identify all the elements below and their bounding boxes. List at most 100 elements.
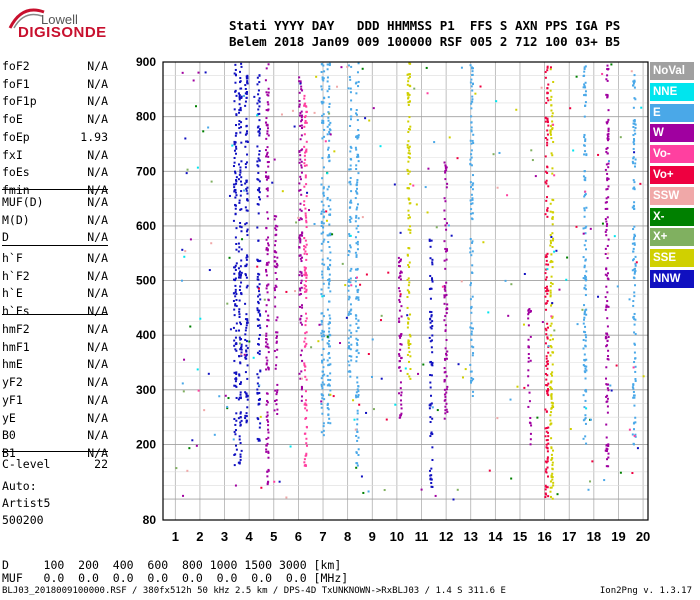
echo-point bbox=[300, 370, 303, 373]
echo-trace bbox=[354, 62, 360, 467]
echo-point bbox=[445, 307, 448, 310]
legend-item-e: E bbox=[650, 103, 694, 122]
noise-point bbox=[285, 290, 288, 293]
echo-point bbox=[357, 134, 360, 137]
echo-point bbox=[529, 416, 532, 419]
echo-point bbox=[303, 369, 306, 372]
echo-point bbox=[327, 111, 330, 114]
echo-point bbox=[354, 251, 357, 254]
echo-point bbox=[607, 355, 610, 358]
echo-point bbox=[258, 132, 261, 135]
echo-point bbox=[239, 171, 242, 174]
echo-point bbox=[546, 133, 549, 136]
echo-point bbox=[547, 263, 550, 266]
echo-point bbox=[632, 247, 635, 250]
x-tick-label: 15 bbox=[513, 529, 527, 544]
echo-point bbox=[323, 128, 326, 131]
echo-point bbox=[329, 199, 332, 202]
echo-point bbox=[329, 290, 332, 293]
noise-point bbox=[572, 149, 575, 152]
echo-point bbox=[583, 207, 586, 210]
echo-point bbox=[275, 356, 278, 359]
echo-point bbox=[245, 117, 248, 120]
echo-point bbox=[274, 234, 277, 237]
echo-point bbox=[406, 353, 409, 356]
noise-point bbox=[558, 288, 561, 291]
echo-point bbox=[408, 149, 411, 152]
echo-point bbox=[583, 406, 586, 409]
echo-point bbox=[444, 395, 447, 398]
param-value: N/A bbox=[87, 339, 108, 354]
echo-point bbox=[245, 421, 248, 424]
echo-point bbox=[445, 258, 448, 261]
echo-point bbox=[471, 379, 474, 382]
echo-point bbox=[239, 397, 242, 400]
echo-point bbox=[527, 324, 530, 327]
x-tick-label: 9 bbox=[369, 529, 376, 544]
echo-point bbox=[322, 121, 325, 124]
echo-point bbox=[408, 290, 411, 293]
noise-point bbox=[320, 400, 323, 403]
echo-point bbox=[633, 86, 636, 89]
echo-point bbox=[266, 325, 269, 328]
echo-point bbox=[266, 318, 269, 321]
echo-point bbox=[320, 377, 323, 380]
echo-trace bbox=[549, 68, 555, 500]
echo-point bbox=[606, 177, 609, 180]
echo-point bbox=[529, 438, 532, 441]
echo-point bbox=[238, 396, 241, 399]
echo-point bbox=[606, 397, 609, 400]
noise-point bbox=[281, 190, 284, 193]
echo-point bbox=[430, 346, 433, 349]
param-value: N/A bbox=[87, 251, 108, 265]
echo-point bbox=[633, 272, 636, 275]
echo-point bbox=[355, 148, 358, 151]
echo-point bbox=[544, 295, 547, 298]
echo-point bbox=[355, 255, 358, 258]
echo-point bbox=[406, 143, 409, 146]
echo-point bbox=[348, 168, 351, 171]
noise-point bbox=[207, 372, 210, 375]
echo-point bbox=[240, 381, 243, 384]
echo-point bbox=[320, 88, 323, 91]
echo-point bbox=[240, 62, 243, 65]
param-name: fxI bbox=[2, 147, 23, 162]
param-value: N/A bbox=[87, 304, 108, 319]
echo-point bbox=[604, 230, 607, 233]
echo-point bbox=[233, 344, 236, 347]
echo-point bbox=[305, 399, 308, 402]
echo-point bbox=[398, 320, 401, 323]
echo-point bbox=[605, 267, 608, 270]
echo-point bbox=[233, 170, 236, 173]
echo-point bbox=[583, 209, 586, 212]
echo-point bbox=[406, 295, 409, 298]
echo-point bbox=[326, 196, 329, 199]
echo-point bbox=[303, 97, 306, 100]
echo-point bbox=[301, 386, 304, 389]
noise-point bbox=[313, 111, 316, 114]
echo-point bbox=[549, 423, 552, 426]
echo-point bbox=[320, 242, 323, 245]
echo-point bbox=[234, 429, 237, 432]
echo-point bbox=[266, 195, 269, 198]
echo-point bbox=[322, 348, 325, 351]
echo-point bbox=[256, 178, 259, 181]
echo-point bbox=[546, 336, 549, 339]
noise-point bbox=[242, 94, 245, 97]
noise-point bbox=[619, 471, 622, 474]
header-values: Belem 2018 Jan09 009 100000 RSF 005 2 71… bbox=[229, 34, 621, 49]
echo-point bbox=[266, 127, 269, 130]
echo-point bbox=[257, 171, 260, 174]
echo-point bbox=[267, 450, 270, 453]
echo-point bbox=[632, 228, 635, 231]
echo-point bbox=[546, 392, 549, 395]
noise-point bbox=[550, 315, 553, 318]
echo-point bbox=[245, 187, 248, 190]
echo-point bbox=[326, 404, 329, 407]
echo-point bbox=[545, 410, 548, 413]
echo-point bbox=[545, 355, 548, 358]
echo-point bbox=[471, 95, 474, 98]
echo-point bbox=[305, 296, 308, 299]
echo-point bbox=[326, 133, 329, 136]
echo-point bbox=[267, 424, 270, 427]
